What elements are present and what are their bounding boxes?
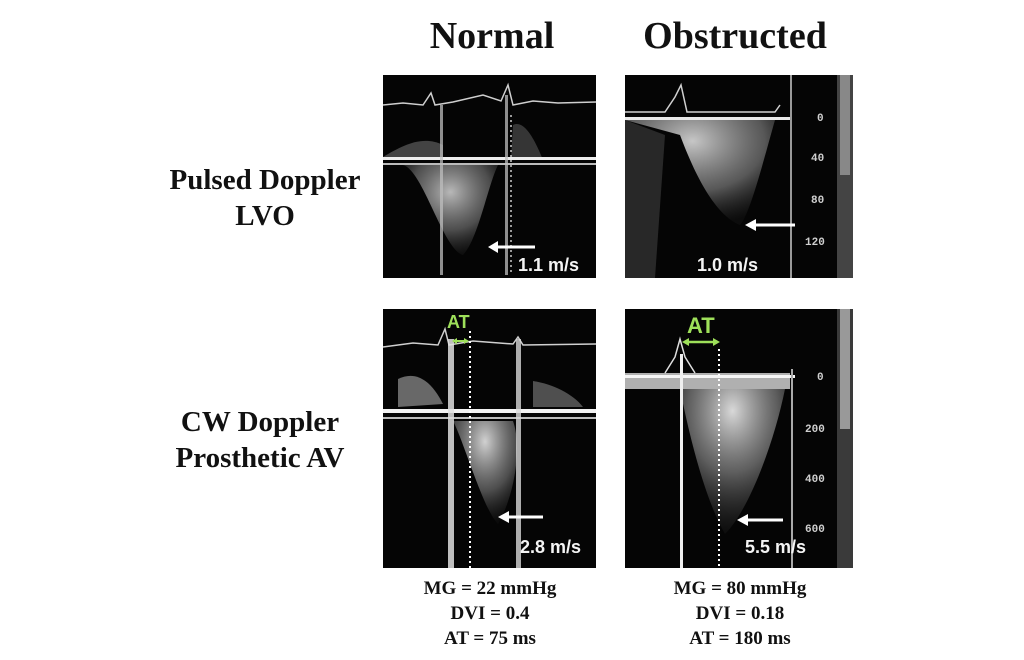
tick-pulsed-80: 80 — [811, 195, 825, 207]
row-label-pulsed-line1: Pulsed Doppler — [169, 164, 361, 196]
metric-dvi-obstructed: DVI = 0.18 — [695, 603, 785, 624]
tick-cw-400: 400 — [805, 474, 825, 486]
velocity-label-cw-normal: 2.8 m/s — [520, 537, 582, 557]
row-label-cw-doppler: CW Doppler Prosthetic AV — [140, 404, 380, 476]
doppler-trace-pulsed-normal — [383, 82, 596, 275]
doppler-trace-cw-normal — [383, 326, 596, 568]
column-title-obstructed: Obstructed — [643, 15, 827, 57]
panel-pulsed-normal: 1.1 m/s — [383, 75, 596, 278]
tick-pulsed-120: 120 — [805, 237, 825, 249]
velocity-label-pulsed-normal: 1.1 m/s — [518, 255, 580, 275]
doppler-trace-cw-obstructed — [625, 309, 853, 568]
tick-pulsed-0: 0 — [817, 113, 824, 125]
row-label-cw-line2: Prosthetic AV — [175, 442, 345, 474]
column-title-normal: Normal — [429, 15, 555, 57]
row-label-cw-line1: CW Doppler — [180, 406, 340, 438]
metrics-obstructed: MG = 80 mmHg DVI = 0.18 AT = 180 ms — [620, 576, 860, 651]
at-label-cw-normal: AT — [447, 312, 470, 332]
metric-dvi-normal: DVI = 0.4 — [450, 603, 530, 624]
panel-cw-obstructed: AT 0 200 400 600 5.5 m/s — [625, 309, 853, 568]
doppler-trace-pulsed-obstructed — [625, 75, 853, 278]
at-label-cw-obstructed: AT — [687, 313, 715, 338]
tick-cw-600: 600 — [805, 524, 825, 536]
row-label-pulsed-line2: LVO — [235, 200, 295, 232]
velocity-label-pulsed-obstructed: 1.0 m/s — [697, 255, 759, 275]
row-label-pulsed-doppler: Pulsed Doppler LVO — [150, 162, 380, 234]
metric-at-obstructed: AT = 180 ms — [689, 628, 791, 649]
metric-mg-normal: MG = 22 mmHg — [423, 578, 557, 599]
panel-pulsed-obstructed: 0 40 80 120 1.0 m/s — [625, 75, 853, 278]
metrics-normal: MG = 22 mmHg DVI = 0.4 AT = 75 ms — [370, 576, 610, 651]
tick-cw-200: 200 — [805, 424, 825, 436]
tick-pulsed-40: 40 — [811, 153, 825, 165]
metric-mg-obstructed: MG = 80 mmHg — [673, 578, 807, 599]
tick-cw-0: 0 — [817, 372, 824, 384]
metric-at-normal: AT = 75 ms — [444, 628, 536, 649]
panel-cw-normal: AT 2.8 m/s — [383, 309, 596, 568]
velocity-label-cw-obstructed: 5.5 m/s — [745, 537, 807, 557]
